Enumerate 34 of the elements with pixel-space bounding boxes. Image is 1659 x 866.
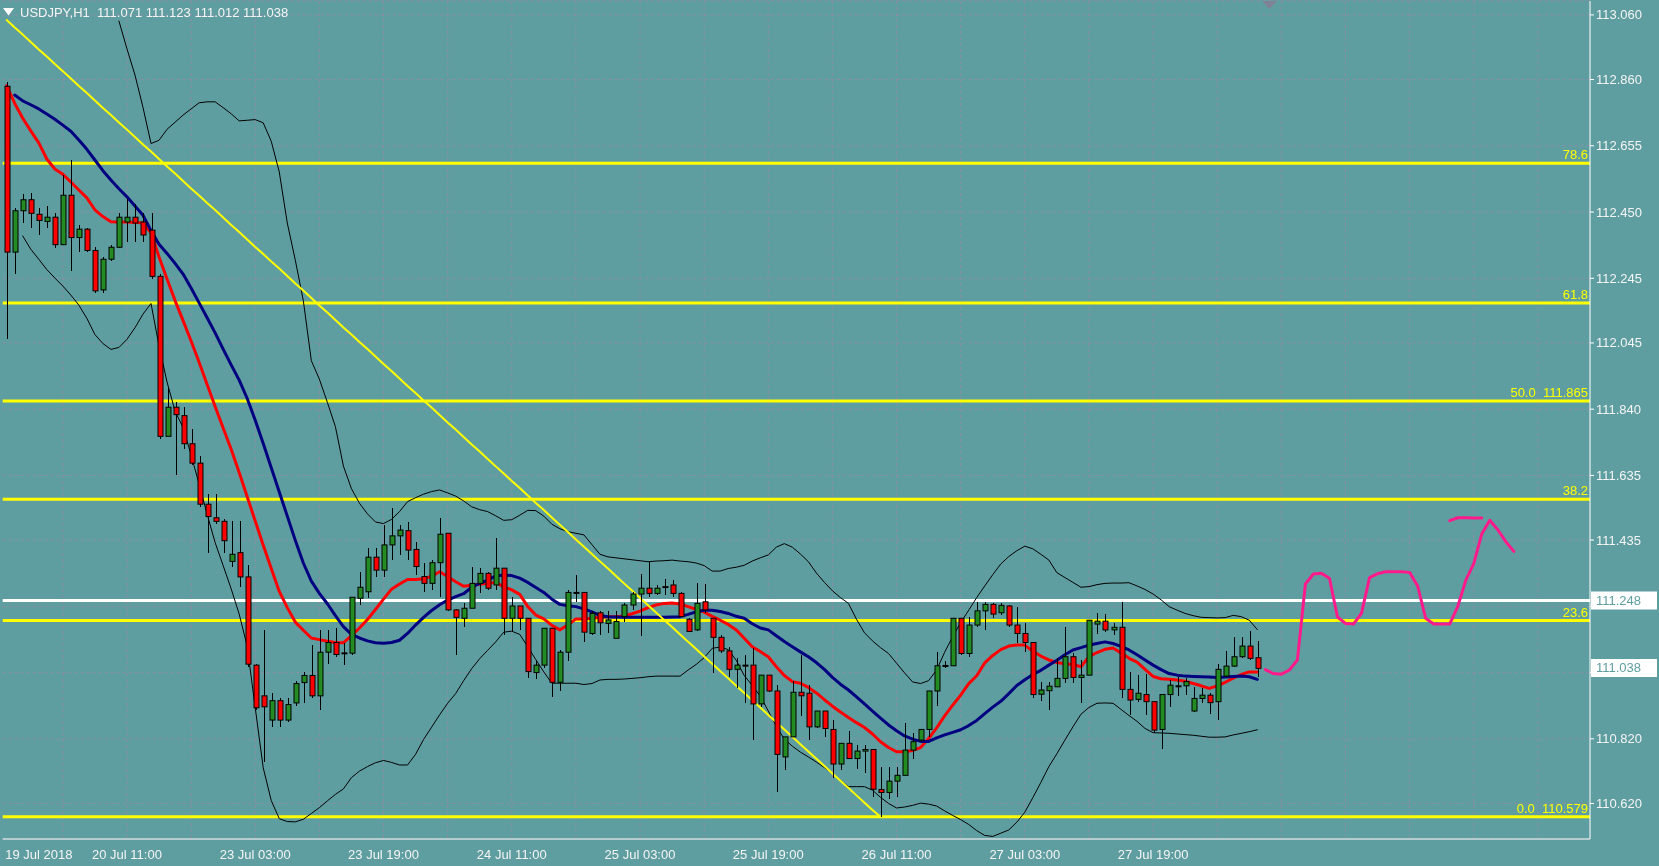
- candlestick: [293, 680, 300, 707]
- ref-line-label: 111.248: [1596, 592, 1642, 608]
- x-tick-label: 25 Jul 19:00: [732, 847, 804, 862]
- x-tick-label: 24 Jul 11:00: [476, 847, 547, 862]
- y-tick-label: 111.435: [1596, 532, 1642, 548]
- x-tick-label: 23 Jul 03:00: [219, 847, 291, 862]
- x-tick-label: 23 Jul 19:00: [348, 847, 419, 862]
- candlestick: [621, 602, 628, 623]
- y-tick-label: 113.060: [1596, 7, 1643, 23]
- x-tick-label: 27 Jul 03:00: [989, 847, 1061, 862]
- x-tick-label: 19 Jul 2018: [5, 847, 73, 862]
- ref-line-label: 38.2: [1562, 483, 1588, 499]
- line-series: [22, 235, 1258, 837]
- ref-line-label: 61.8: [1562, 287, 1588, 302]
- y-tick-label: 112.045: [1596, 335, 1643, 351]
- y-tick-label: 110.820: [1596, 731, 1643, 747]
- y-tick-label: 110.620: [1596, 795, 1643, 811]
- ref-line-label: 50.0 111.865: [1510, 385, 1588, 401]
- x-tick-label: 27 Jul 19:00: [1117, 847, 1189, 862]
- x-tick-label: 26 Jul 11:00: [861, 847, 932, 862]
- chart-title: USDJPY,H1 111.071 111.123 111.012 111.038: [20, 4, 289, 20]
- y-tick-label: 111.840: [1596, 401, 1642, 417]
- ref-line-label: 0.0 110.579: [1516, 800, 1588, 816]
- y-tick-label: 111.635: [1596, 467, 1642, 483]
- y-tick-label: 112.860: [1596, 72, 1643, 88]
- x-tick-label: 25 Jul 03:00: [604, 847, 676, 862]
- y-tick-label: 112.655: [1596, 138, 1643, 154]
- y-tick-label: 112.450: [1596, 204, 1643, 220]
- text: 111.038: [1591, 659, 1657, 678]
- line-series: [1263, 518, 1516, 676]
- y-tick-label: 112.245: [1596, 270, 1643, 286]
- ref-line-label: 78.6: [1562, 147, 1588, 163]
- ref-line-label: 23.6: [1562, 604, 1588, 620]
- x-tick-label: 20 Jul 11:00: [92, 847, 162, 862]
